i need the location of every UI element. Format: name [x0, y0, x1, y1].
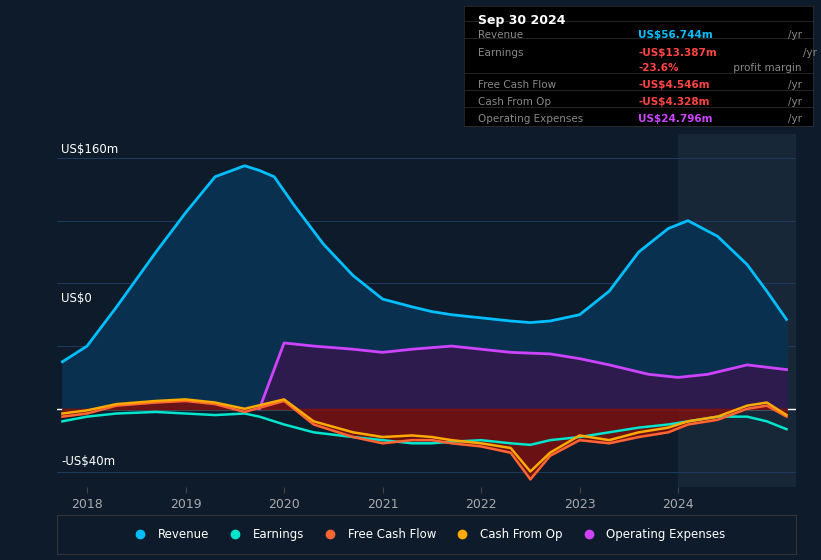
Text: Free Cash Flow: Free Cash Flow [478, 80, 556, 90]
Bar [678, 134, 796, 487]
Text: /yr: /yr [788, 114, 802, 124]
Text: -US$40m: -US$40m [62, 455, 115, 468]
Text: /yr: /yr [788, 97, 802, 107]
Text: Operating Expenses: Operating Expenses [478, 114, 583, 124]
Text: -23.6%: -23.6% [639, 63, 679, 73]
Text: /yr: /yr [788, 80, 802, 90]
Text: Revenue: Revenue [478, 30, 523, 40]
Text: US$24.796m: US$24.796m [639, 114, 713, 124]
Text: -US$13.387m: -US$13.387m [639, 48, 717, 58]
Text: US$160m: US$160m [62, 143, 118, 156]
Text: Sep 30 2024: Sep 30 2024 [478, 14, 566, 27]
Text: Cash From Op: Cash From Op [478, 97, 551, 107]
Text: Earnings: Earnings [478, 48, 523, 58]
Text: profit margin: profit margin [730, 63, 801, 73]
Text: -US$4.328m: -US$4.328m [639, 97, 710, 107]
Text: /yr: /yr [788, 30, 802, 40]
Text: /yr: /yr [803, 48, 817, 58]
Text: US$56.744m: US$56.744m [639, 30, 713, 40]
Text: US$0: US$0 [62, 292, 92, 305]
Legend: Revenue, Earnings, Free Cash Flow, Cash From Op, Operating Expenses: Revenue, Earnings, Free Cash Flow, Cash … [124, 524, 730, 546]
Text: -US$4.546m: -US$4.546m [639, 80, 710, 90]
